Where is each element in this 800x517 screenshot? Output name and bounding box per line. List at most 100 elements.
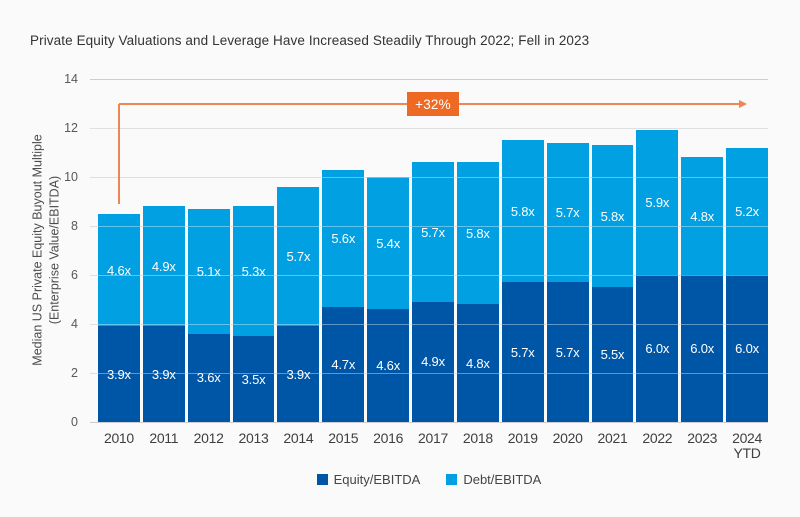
x-tick-label: 2021 bbox=[597, 430, 628, 446]
bar-segment-debt: 5.3x bbox=[232, 206, 275, 337]
bar-value-label: 6.0x bbox=[735, 341, 759, 356]
y-axis-title-line-1: Median US Private Equity Buyout Multiple bbox=[30, 134, 45, 366]
bar-value-label: 5.2x bbox=[735, 203, 759, 219]
bar-segment-equity: 6.0x bbox=[636, 275, 679, 422]
bar-value-label: 4.7x bbox=[331, 356, 356, 372]
bar: 5.3x 3.5x bbox=[232, 206, 275, 422]
x-tick-label: 2023 bbox=[687, 430, 718, 446]
legend-swatch-equity bbox=[316, 474, 328, 485]
bar-segment-equity: 5.5x bbox=[591, 287, 634, 422]
gridline bbox=[90, 127, 768, 129]
bar: 5.7x 4.9x bbox=[412, 162, 454, 422]
bar-value-label: 5.8x bbox=[510, 203, 535, 219]
bar-value-label: 5.7x bbox=[286, 249, 311, 265]
bar-segment-debt: 5.6x bbox=[322, 169, 365, 307]
bar: 5.7x 3.9x bbox=[277, 186, 320, 422]
bar-segment-equity: 3.9x bbox=[142, 326, 185, 422]
x-tick-label: 2015 bbox=[328, 430, 359, 446]
bar-value-label: 4.6x bbox=[376, 358, 400, 374]
x-tick-label: 2010 bbox=[103, 430, 134, 446]
bar-segment-debt: 5.7x bbox=[277, 186, 320, 327]
bar-segment-debt: 5.7x bbox=[546, 142, 589, 283]
bar-value-label: 3.9x bbox=[107, 366, 131, 382]
bar: 4.9x 3.9x bbox=[142, 206, 185, 422]
x-tick-label: 2020 bbox=[552, 430, 583, 446]
x-tick-label: 2011 bbox=[149, 430, 179, 446]
y-tick-label: 10 bbox=[64, 170, 78, 184]
bar-value-label: 5.7x bbox=[421, 224, 445, 240]
y-axis-ticks: 0 2 4 6 8 10 12 14 bbox=[48, 72, 78, 429]
bar-segment-equity: 4.8x bbox=[456, 304, 499, 422]
bar-segment-equity: 6.0x bbox=[681, 275, 724, 422]
bar: 5.8x 5.7x bbox=[501, 140, 544, 422]
legend-item: Equity/EBITDA bbox=[316, 472, 421, 487]
bar-segment-debt: 5.8x bbox=[501, 140, 544, 283]
gridline bbox=[90, 421, 768, 423]
bar-value-label: 5.6x bbox=[331, 230, 356, 246]
bar-segment-equity: 4.6x bbox=[367, 309, 410, 422]
bar-segment-debt: 4.8x bbox=[681, 157, 724, 275]
bar-segment-equity: 4.9x bbox=[412, 301, 454, 422]
bar: 5.8x 4.8x bbox=[456, 162, 499, 422]
bar-segment-debt: 5.9x bbox=[636, 130, 679, 275]
bar-value-label: 4.9x bbox=[421, 354, 445, 370]
bar-segment-equity: 6.0x bbox=[726, 275, 768, 422]
gridline bbox=[90, 78, 768, 80]
bar: 5.6x 4.7x bbox=[322, 169, 365, 422]
bar-segment-debt: 5.8x bbox=[591, 145, 634, 288]
bar-value-label: 5.7x bbox=[555, 344, 580, 360]
bar-value-label: 3.5x bbox=[241, 371, 266, 387]
bar-value-label: 3.9x bbox=[151, 366, 176, 382]
bar-segment-debt: 5.8x bbox=[456, 162, 499, 305]
bar-value-label: 4.9x bbox=[151, 258, 176, 274]
y-tick-label: 0 bbox=[71, 415, 78, 429]
legend-swatch-debt bbox=[446, 474, 458, 485]
chart-title: Private Equity Valuations and Leverage H… bbox=[30, 33, 590, 48]
bar-segment-equity: 3.9x bbox=[98, 326, 140, 422]
x-axis-labels: 2010 2011 2012 2013 2014 2015 2016 2017 2018 2019… bbox=[90, 431, 768, 465]
y-tick-label: 12 bbox=[64, 121, 78, 135]
bar: 5.1x 3.6x bbox=[187, 208, 230, 422]
bar: 5.8x 5.5x bbox=[591, 145, 634, 422]
legend-label: Equity/EBITDA bbox=[333, 472, 421, 487]
x-tick-label: 2019 bbox=[507, 430, 538, 446]
bar-value-label: 5.3x bbox=[241, 263, 266, 279]
bar-value-label: 5.9x bbox=[645, 195, 670, 211]
legend-label: Debt/EBITDA bbox=[463, 472, 542, 487]
x-tick-label: 2012 bbox=[193, 430, 224, 446]
bar-segment-equity: 3.9x bbox=[277, 326, 320, 422]
bar-segment-equity: 3.6x bbox=[187, 333, 230, 422]
y-tick-label: 4 bbox=[71, 317, 78, 331]
legend-item: Debt/EBITDA bbox=[446, 472, 541, 487]
bar-value-label: 4.8x bbox=[465, 355, 490, 371]
plot-area: 4.6x 3.9x 4.9x 3.9x 5.1x 3.6x 5.3x 3.5x 5.7x 3.9x… bbox=[90, 78, 768, 423]
x-tick-label: 2024 YTD bbox=[732, 430, 763, 461]
bar-segment-equity: 4.7x bbox=[322, 306, 365, 422]
bar-segment-debt: 4.9x bbox=[142, 206, 185, 327]
bar-value-label: 4.8x bbox=[690, 208, 715, 224]
bar-value-label: 5.5x bbox=[600, 347, 625, 363]
bar-value-label: 6.0x bbox=[645, 341, 670, 356]
bars-layer: 4.6x 3.9x 4.9x 3.9x 5.1x 3.6x 5.3x 3.5x 5.7x 3.9x… bbox=[90, 79, 768, 422]
bar-segment-equity: 5.7x bbox=[501, 282, 544, 422]
bar-segment-debt: 5.1x bbox=[187, 208, 230, 334]
bar: 4.8x 6.0x bbox=[681, 157, 724, 422]
x-tick-label: 2013 bbox=[238, 430, 269, 446]
bar-segment-debt: 5.4x bbox=[367, 177, 410, 310]
bar: 5.7x 5.7x bbox=[546, 142, 589, 422]
x-tick-label: 2017 bbox=[418, 430, 448, 446]
y-tick-label: 2 bbox=[71, 366, 78, 380]
y-tick-label: 6 bbox=[71, 268, 78, 282]
bar-value-label: 6.0x bbox=[690, 341, 715, 356]
bar-segment-debt: 4.6x bbox=[98, 213, 140, 327]
bar-value-label: 5.1x bbox=[196, 263, 221, 279]
x-tick-label: 2018 bbox=[462, 430, 493, 446]
bar-value-label: 3.9x bbox=[286, 366, 311, 382]
legend: Equity/EBITDA Debt/EBITDA bbox=[90, 472, 768, 487]
bar-segment-equity: 5.7x bbox=[546, 282, 589, 422]
bar: 4.6x 3.9x bbox=[98, 213, 140, 422]
bar-segment-equity: 3.5x bbox=[232, 336, 275, 422]
bar-value-label: 5.8x bbox=[465, 225, 490, 241]
x-tick-label: 2016 bbox=[373, 430, 404, 446]
